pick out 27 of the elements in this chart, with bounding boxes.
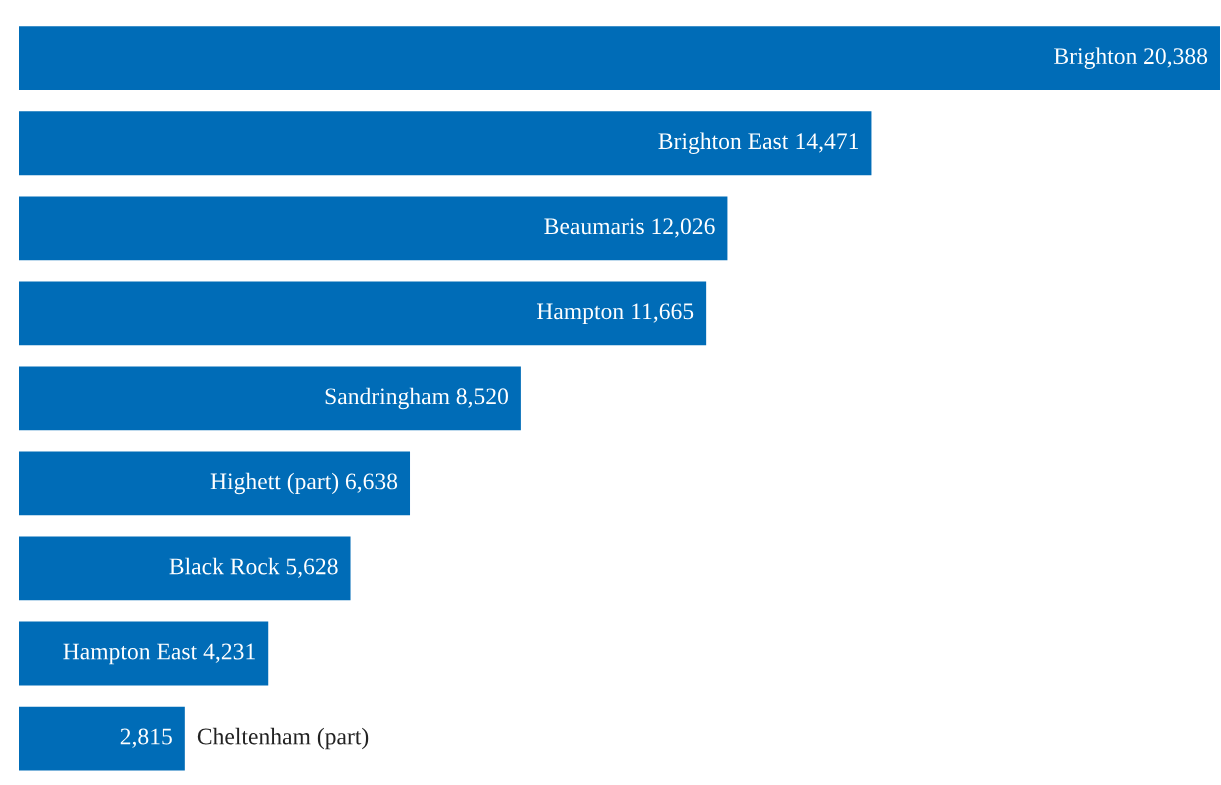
bar: [19, 111, 872, 176]
data-label: 6,638: [345, 473, 398, 493]
data-label: 2,815: [120, 728, 172, 748]
data-label: 20,388: [1144, 48, 1208, 68]
bar: [19, 196, 728, 261]
data-label: 5,628: [286, 558, 338, 578]
y-tick-label: Brighton East: [658, 132, 789, 154]
y-tick-label: Hampton: [536, 303, 624, 325]
data-label: 8,520: [456, 388, 508, 408]
bar: [19, 536, 351, 601]
data-label: 14,471: [796, 133, 859, 153]
bar: [19, 706, 185, 771]
y-tick-label: Cheltenham (part): [197, 727, 369, 750]
y-tick-label: Highett (part): [210, 472, 339, 495]
bar: [19, 366, 521, 431]
bar: [19, 26, 1220, 91]
y-tick-label: Brighton: [1054, 47, 1138, 69]
bar: [19, 281, 707, 346]
y-tick-label: Hampton East: [63, 643, 197, 665]
bar: [19, 621, 269, 686]
data-label: 4,231: [203, 643, 255, 663]
data-label: 12,026: [652, 218, 715, 238]
y-tick-label: Black Rock: [169, 557, 280, 575]
y-tick-label: Sandringham: [325, 387, 450, 410]
data-label: 11,665: [632, 303, 694, 323]
bar: [19, 451, 411, 516]
y-tick-label: Beaumaris: [544, 218, 644, 235]
